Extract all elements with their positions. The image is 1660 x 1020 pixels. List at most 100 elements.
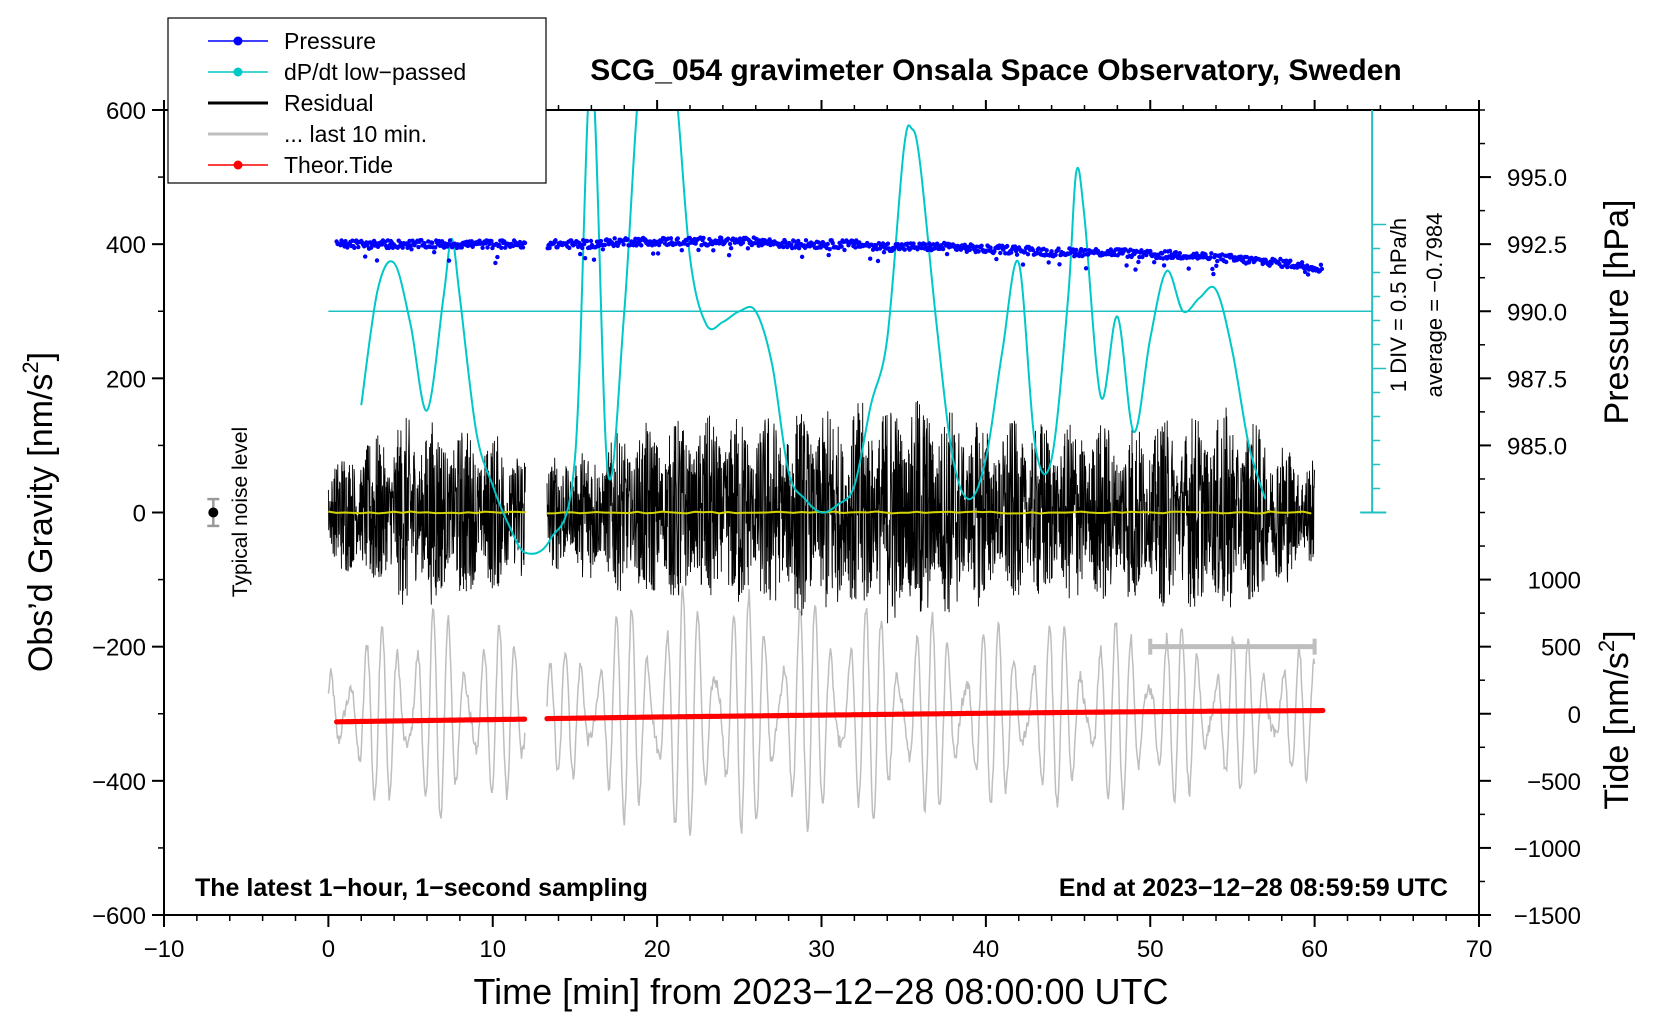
legend-marker [233, 160, 243, 170]
pressure-point [868, 256, 873, 261]
tide-axis: 1000 500 0 −500 −1000 −1500 [1479, 545, 1581, 930]
pressure-point [1057, 262, 1062, 267]
y-tick-label: 400 [106, 232, 146, 259]
legend-label: Pressure [284, 28, 376, 54]
pressure-point [656, 242, 662, 248]
pressure-point [796, 238, 801, 244]
pressure-point [1186, 266, 1191, 271]
pressure-point [1167, 248, 1173, 254]
legend-label: Residual [284, 90, 374, 116]
pressure-point [495, 254, 500, 260]
pressure-point [400, 245, 405, 250]
pressure-point [967, 247, 972, 253]
y-tick-label: −600 [92, 903, 146, 930]
pressure-tick-label: 995.0 [1507, 165, 1567, 192]
pressure-point [480, 245, 485, 250]
pressure-point [803, 238, 809, 243]
pressure-point [796, 246, 802, 251]
pressure-point [668, 236, 674, 241]
pressure-point [976, 249, 981, 254]
footer-left-label: The latest 1−hour, 1−second sampling [195, 874, 648, 902]
y-tick-label: 600 [106, 98, 146, 125]
pressure-point [1173, 250, 1179, 255]
x-tick-label: −10 [144, 936, 185, 963]
pressure-point [612, 236, 617, 241]
pressure-point [1304, 263, 1310, 268]
pressure-point [621, 242, 626, 247]
pressure-point [598, 238, 604, 244]
y-tick-label: −400 [92, 769, 146, 796]
legend-marker [233, 67, 243, 77]
pressure-point [432, 250, 437, 255]
pressure-point [374, 258, 380, 263]
tide-axis-title: Tide [nm/s2] [1594, 630, 1636, 809]
pressure-point [1244, 254, 1250, 260]
pressure-point [352, 245, 357, 250]
pressure-point [591, 257, 597, 262]
tide-axis-title-sup: 2 [1594, 640, 1619, 652]
pressure-point [517, 239, 523, 245]
pressure-point [485, 245, 490, 250]
residual-mean-line [328, 510, 1312, 515]
pressure-point [553, 238, 558, 243]
x-tick-label: 50 [1137, 936, 1164, 963]
pressure-point [830, 240, 835, 246]
x-tick-label: 60 [1301, 936, 1328, 963]
pressure-point [799, 254, 805, 259]
pressure-point [932, 246, 937, 251]
tide-tick-label: 500 [1541, 635, 1581, 662]
pressure-point [675, 236, 680, 241]
pressure-point [345, 245, 350, 250]
pressure-point [857, 240, 862, 245]
pressure-point [489, 238, 494, 244]
pressure-point [875, 258, 881, 264]
pressure-point [1152, 260, 1157, 265]
pressure-point [1305, 272, 1311, 277]
y-axis-left-title-sup: 2 [18, 361, 43, 373]
x-tick-label: 20 [644, 936, 671, 963]
pressure-point [988, 245, 993, 250]
tide-axis-title-end: ] [1598, 630, 1636, 639]
pressure-point [842, 247, 847, 253]
pressure-point [728, 246, 734, 251]
last-10-min-bar [1148, 638, 1317, 655]
pressure-point [1056, 246, 1061, 251]
pressure-point [588, 238, 594, 244]
pressure-point [639, 243, 644, 248]
pressure-point [1318, 262, 1324, 267]
pressure-point [1049, 249, 1054, 254]
pressure-point [1214, 263, 1219, 268]
pressure-point [701, 235, 706, 241]
pressure-point [725, 236, 731, 241]
y-tick-label: 200 [106, 366, 146, 393]
x-tick-label: 40 [973, 936, 1000, 963]
chart-title: SCG_054 gravimeter Onsala Space Observat… [590, 54, 1402, 87]
y-axis-left-title-text: Obs’d Gravity [nm/s [22, 374, 60, 673]
tide-axis-title-text: Tide [nm/s [1598, 652, 1636, 809]
pressure-point [740, 240, 746, 245]
pressure-point [1124, 263, 1129, 268]
pressure-point [1074, 247, 1079, 253]
pressure-point [1083, 266, 1089, 271]
legend-box [167, 17, 547, 184]
pressure-point [567, 245, 572, 251]
pressure-point [363, 254, 368, 259]
pressure-point [839, 244, 844, 249]
pressure-point [1209, 251, 1214, 256]
noise-marker [207, 497, 220, 528]
pressure-point [826, 252, 831, 258]
pressure-point [446, 258, 452, 263]
pressure-point [1299, 260, 1305, 265]
pressure-axis: 985.0 987.5 990.0 992.5 995.0 [1479, 109, 1567, 514]
pressure-point [1177, 251, 1183, 256]
pressure-point [569, 238, 574, 243]
pressure-point [1238, 254, 1244, 259]
pressure-point [940, 246, 946, 252]
pressure-point [1005, 243, 1010, 249]
x-tick-label: 0 [322, 936, 335, 963]
tide-tick-label: 0 [1568, 702, 1581, 729]
footer-right-label: End at 2023−12−28 08:59:59 UTC [1059, 874, 1448, 902]
pressure-point [1044, 248, 1049, 253]
legend-label: dP/dt low−passed [284, 59, 466, 85]
pressure-point [581, 241, 587, 247]
